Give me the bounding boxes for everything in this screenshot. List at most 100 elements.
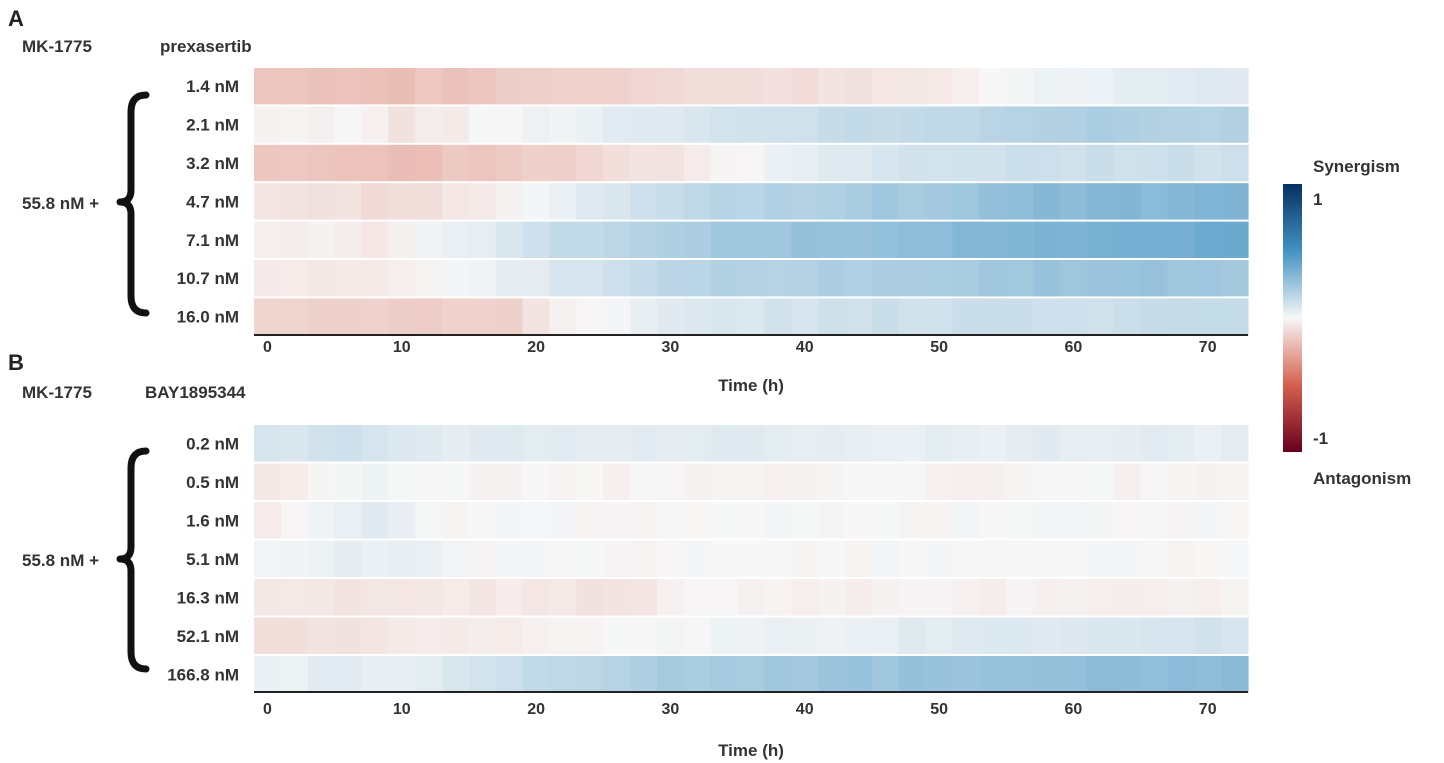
heatmap-cell <box>979 617 1007 654</box>
heatmap-cell <box>791 463 819 500</box>
heatmap-cell <box>818 68 846 105</box>
heatmap-cell <box>1086 425 1115 462</box>
heatmap-cell <box>415 221 443 258</box>
heatmap-cell <box>683 656 712 693</box>
heatmap-cell <box>1140 298 1168 335</box>
heatmap-cell <box>576 298 604 335</box>
heatmap-cell <box>1086 106 1115 143</box>
heatmap-cell <box>307 106 336 143</box>
heatmap-cell <box>1059 68 1088 105</box>
heatmap-cell <box>576 502 604 539</box>
heatmap-cell <box>1033 106 1061 143</box>
row-label: 0.2 nM <box>186 434 239 453</box>
row-label: 1.4 nM <box>186 77 239 96</box>
heatmap-cell <box>898 463 927 500</box>
heatmap-cell <box>1167 183 1195 220</box>
heatmap-cell <box>522 260 551 297</box>
heatmap-cell <box>898 260 927 297</box>
heatmap-cell <box>1006 502 1034 539</box>
heatmap-cell <box>1140 502 1168 539</box>
heatmap-cell <box>630 106 658 143</box>
heatmap-cell <box>442 502 470 539</box>
heatmap-cell <box>549 425 577 462</box>
heatmap-cell <box>603 540 631 577</box>
heatmap-cell <box>388 617 416 654</box>
heatmap-cell <box>925 463 954 500</box>
heatmap-cell <box>1086 463 1115 500</box>
x-tick-label: 20 <box>527 701 545 718</box>
heatmap-cell <box>1059 260 1088 297</box>
heatmap-cell <box>871 579 900 616</box>
heatmap-cell <box>522 221 551 258</box>
heatmap-cell <box>1033 260 1061 297</box>
row-label: 7.1 nM <box>186 231 239 250</box>
heatmap-cell <box>442 298 470 335</box>
heatmap-cell <box>979 540 1007 577</box>
heatmap-cell <box>280 221 309 258</box>
heatmap-cell <box>818 106 846 143</box>
heatmap-cell <box>334 463 363 500</box>
heatmap-cell <box>952 617 980 654</box>
heatmap-cell <box>630 183 658 220</box>
heatmap-cell <box>1086 144 1115 182</box>
heatmap-cell <box>280 463 309 500</box>
heatmap-cell <box>280 425 309 462</box>
heatmap-cell <box>1113 106 1142 143</box>
heatmap-cell <box>495 502 524 539</box>
panel-a-drug-left: MK-1775 <box>22 37 92 56</box>
heatmap-cell <box>1221 144 1249 182</box>
heatmap-cell <box>630 502 658 539</box>
heatmap-cell <box>737 260 766 297</box>
heatmap-cell <box>845 502 873 539</box>
heatmap-cell <box>979 68 1007 105</box>
x-tick-label: 50 <box>930 339 948 356</box>
heatmap-cell <box>1059 183 1088 220</box>
heatmap-cell <box>415 579 443 616</box>
heatmap-cell <box>468 502 497 539</box>
heatmap-cell <box>710 502 739 539</box>
heatmap-cell <box>845 656 873 693</box>
heatmap-cell <box>791 183 819 220</box>
heatmap-cell <box>361 463 389 500</box>
x-tick-label: 40 <box>796 339 814 356</box>
heatmap-cell <box>1194 463 1222 500</box>
heatmap-cell <box>442 260 470 297</box>
heatmap-cell <box>415 656 443 693</box>
heatmap-cell <box>952 221 980 258</box>
heatmap-cell <box>495 183 524 220</box>
heatmap-cell <box>898 425 927 462</box>
heatmap-cell <box>280 298 309 335</box>
heatmap-cell <box>630 540 658 577</box>
heatmap-cell <box>656 617 685 654</box>
heatmap-cell <box>710 144 739 182</box>
heatmap-cell <box>442 183 470 220</box>
heatmap-cell <box>603 183 631 220</box>
heatmap-cell <box>1086 183 1115 220</box>
heatmap-cell <box>307 656 336 693</box>
heatmap-cell <box>845 579 873 616</box>
heatmap-cell <box>468 221 497 258</box>
heatmap-cell <box>630 260 658 297</box>
heatmap-cell <box>952 106 980 143</box>
heatmap-cell <box>656 260 685 297</box>
heatmap-cell <box>334 298 363 335</box>
heatmap-cell <box>307 298 336 335</box>
heatmap-cell <box>683 106 712 143</box>
heatmap-cell <box>898 298 927 335</box>
panel-b-x-ticks: 0 10 20 30 40 50 60 70 <box>263 701 1217 718</box>
heatmap-cell <box>737 425 766 462</box>
panel-a-drug-right: prexasertib <box>160 37 252 56</box>
heatmap-cell <box>1194 656 1222 693</box>
heatmap-cell <box>737 144 766 182</box>
heatmap-cell <box>1221 425 1249 462</box>
heatmap-cell <box>254 617 282 654</box>
heatmap-cell <box>1033 183 1061 220</box>
heatmap-cell <box>656 502 685 539</box>
heatmap-cell <box>1221 106 1249 143</box>
x-tick-label: 70 <box>1199 339 1217 356</box>
heatmap-cell <box>361 221 389 258</box>
heatmap-cell <box>549 106 577 143</box>
heatmap-cell <box>656 540 685 577</box>
heatmap-cell <box>388 656 416 693</box>
panel-b-row-labels: 0.2 nM 0.5 nM 1.6 nM 5.1 nM 16.3 nM 52.1 nM 16… <box>167 434 239 684</box>
